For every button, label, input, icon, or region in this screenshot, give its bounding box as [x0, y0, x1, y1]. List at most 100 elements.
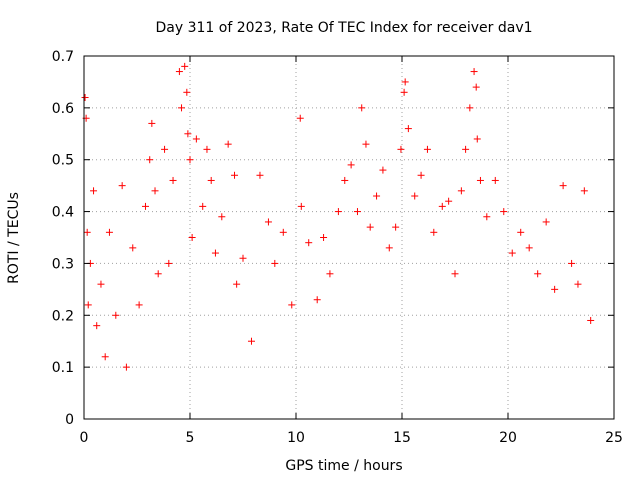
x-tick-label: 10 — [287, 430, 305, 446]
data-point — [279, 228, 287, 236]
data-point — [417, 171, 425, 179]
x-tick-label: 0 — [80, 430, 89, 446]
data-point — [423, 145, 431, 153]
data-point — [218, 213, 226, 221]
data-point — [141, 202, 149, 210]
data-point — [297, 202, 305, 210]
data-point — [186, 156, 194, 164]
data-point — [457, 187, 465, 195]
x-tick-label: 15 — [393, 430, 411, 446]
data-point — [146, 156, 154, 164]
y-tick-label: 0.5 — [52, 153, 74, 169]
data-point — [288, 301, 296, 309]
data-point — [112, 311, 120, 319]
data-point — [491, 176, 499, 184]
axis-ticks: 0 5 10 15 20 25 0 0.1 0.2 0.3 0.4 0.5 0.6 0.7 — [52, 49, 623, 446]
data-point — [90, 187, 98, 195]
data-point — [551, 285, 559, 293]
grid-lines — [84, 56, 614, 419]
y-tick-label: 0.6 — [52, 101, 74, 117]
data-point — [401, 78, 409, 86]
y-tick-label: 0 — [65, 412, 74, 428]
data-point — [313, 296, 321, 304]
data-point — [203, 145, 211, 153]
data-point — [483, 213, 491, 221]
data-point — [122, 363, 130, 371]
data-point — [392, 223, 400, 231]
data-point — [161, 145, 169, 153]
y-tick-label: 0.2 — [52, 308, 74, 324]
data-point — [183, 88, 191, 96]
data-point — [472, 83, 480, 91]
plot-frame — [83, 55, 615, 420]
data-point — [192, 135, 200, 143]
data-point — [296, 114, 304, 122]
data-point — [411, 192, 419, 200]
data-point — [525, 244, 533, 252]
data-point — [84, 301, 92, 309]
data-point — [430, 228, 438, 236]
data-point — [568, 259, 576, 267]
data-point — [347, 161, 355, 169]
data-point — [362, 140, 370, 148]
data-point — [500, 208, 508, 216]
y-tick-label: 0.7 — [52, 49, 74, 65]
data-point — [271, 259, 279, 267]
data-points — [81, 62, 595, 371]
data-point — [559, 182, 567, 190]
data-point — [373, 192, 381, 200]
data-point — [580, 187, 588, 195]
data-point — [178, 104, 186, 112]
data-point — [462, 145, 470, 153]
data-point — [404, 125, 412, 133]
data-point — [105, 228, 113, 236]
data-point — [239, 254, 247, 262]
data-point — [93, 322, 101, 330]
y-tick-label: 0.3 — [52, 256, 74, 272]
data-point — [264, 218, 272, 226]
data-point — [151, 187, 159, 195]
data-point — [476, 176, 484, 184]
data-point — [517, 228, 525, 236]
data-point — [247, 337, 255, 345]
y-tick-label: 0.1 — [52, 360, 74, 376]
data-point — [542, 218, 550, 226]
data-point — [135, 301, 143, 309]
data-point — [470, 68, 478, 76]
data-point — [97, 280, 105, 288]
data-point — [165, 259, 173, 267]
x-tick-label: 25 — [605, 430, 623, 446]
data-point — [473, 135, 481, 143]
data-point — [169, 176, 177, 184]
data-point — [207, 176, 215, 184]
data-point — [400, 88, 408, 96]
x-axis-label: GPS time / hours — [285, 458, 402, 474]
data-point — [385, 244, 393, 252]
data-point — [358, 104, 366, 112]
data-point — [184, 130, 192, 138]
data-point — [256, 171, 264, 179]
data-point — [233, 280, 241, 288]
data-point — [305, 239, 313, 247]
data-point — [188, 234, 196, 241]
x-tick-label: 5 — [186, 430, 195, 446]
data-point — [534, 270, 542, 278]
data-point — [353, 208, 361, 216]
data-point — [574, 280, 582, 288]
data-point — [326, 270, 334, 278]
data-point — [508, 249, 516, 257]
y-tick-label: 0.4 — [52, 205, 74, 221]
y-axis-label: ROTI / TECUs — [6, 192, 22, 284]
data-point — [129, 244, 137, 252]
data-point — [154, 270, 162, 278]
x-tick-label: 20 — [499, 430, 517, 446]
data-point — [224, 140, 232, 148]
data-point — [379, 166, 387, 174]
data-point — [148, 119, 156, 127]
data-point — [438, 202, 446, 210]
data-point — [83, 228, 91, 236]
data-point — [366, 223, 374, 231]
data-point — [341, 176, 349, 184]
data-point — [101, 353, 109, 361]
data-point — [466, 104, 474, 112]
